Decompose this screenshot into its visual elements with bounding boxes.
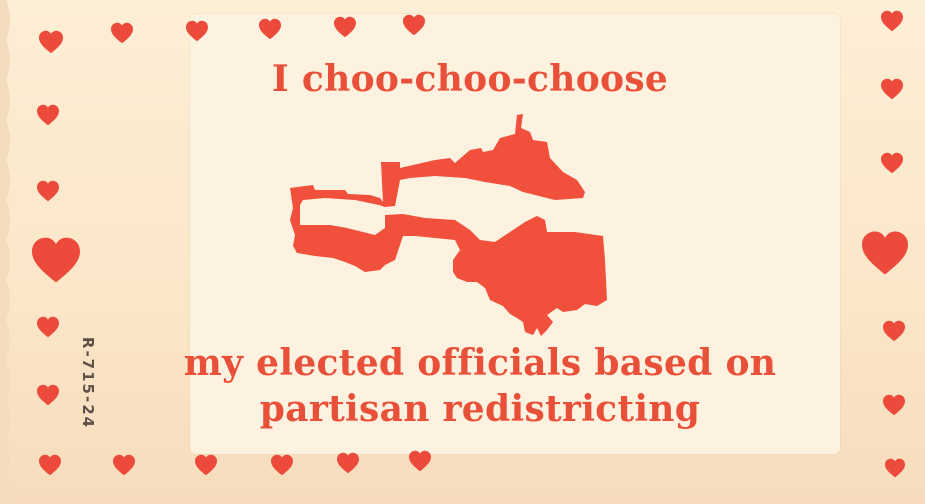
heart-icon <box>881 10 903 32</box>
heart-icon <box>885 458 905 478</box>
heart-icon <box>881 78 903 100</box>
heart-icon <box>337 452 359 474</box>
card-message: my elected officials based on partisan r… <box>160 340 800 432</box>
card-message-line-2: partisan redistricting <box>259 388 701 430</box>
heart-icon <box>32 237 80 283</box>
heart-icon <box>39 454 61 476</box>
heart-icon <box>883 320 905 342</box>
heart-icon <box>37 384 59 406</box>
heart-icon <box>113 454 135 476</box>
heart-icon <box>37 316 59 338</box>
heart-icon <box>186 20 208 42</box>
heart-icon <box>334 16 356 38</box>
heart-icon <box>37 104 59 126</box>
card-message-line-1: my elected officials based on <box>183 342 777 384</box>
heart-icon <box>111 22 133 44</box>
scalloped-edge <box>0 0 10 504</box>
heart-icon <box>195 454 217 476</box>
heart-icon <box>259 18 281 40</box>
heart-icon <box>409 450 431 472</box>
print-code-label: R-715-24 <box>79 336 97 430</box>
heart-icon <box>403 14 425 36</box>
heart-icon <box>37 180 59 202</box>
heart-icon <box>881 152 903 174</box>
gerrymandered-district-shape <box>290 114 607 336</box>
heart-icon <box>862 231 908 275</box>
heart-icon <box>39 30 63 54</box>
heart-icon <box>883 394 905 416</box>
card-headline: I choo-choo-choose <box>271 58 669 100</box>
heart-icon <box>271 454 293 476</box>
